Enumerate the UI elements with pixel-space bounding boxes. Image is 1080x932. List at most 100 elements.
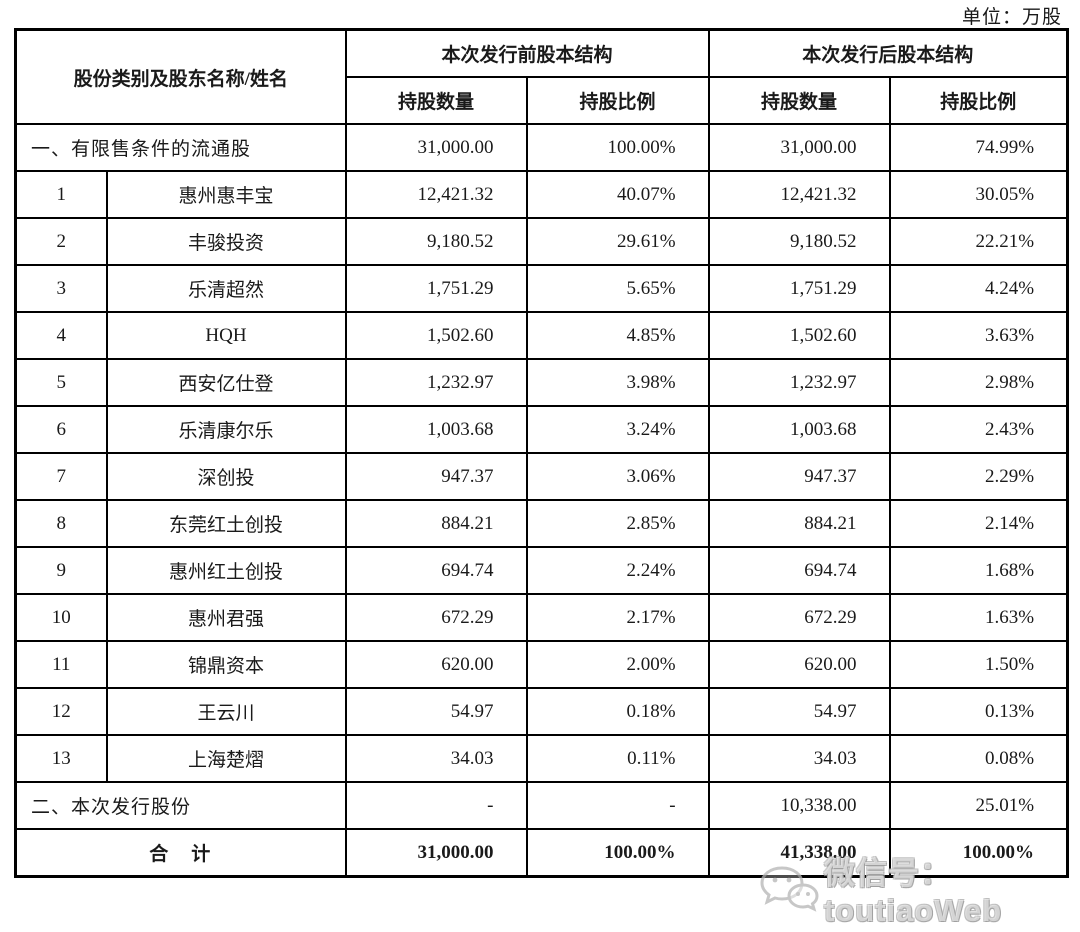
after-quantity-cell: 10,338.00: [707, 781, 891, 830]
total-row: 合 计 31,000.00 100.00% 41,338.00 100.00%: [14, 828, 1069, 878]
shareholder-row: 5 西安亿仕登 1,232.97 3.98% 1,232.97 2.98%: [14, 358, 1069, 407]
after-ratio-cell: 2.43%: [888, 405, 1069, 454]
shareholder-row: 12 王云川 54.97 0.18% 54.97 0.13%: [14, 687, 1069, 736]
before-ratio-cell: 0.18%: [525, 687, 710, 736]
header-before-quantity: 持股数量: [344, 76, 528, 125]
shareholder-name: 深创投: [105, 452, 347, 501]
section-label: 一、有限售条件的流通股: [14, 123, 347, 172]
after-quantity-cell: 54.97: [707, 687, 891, 736]
before-quantity-cell: 1,232.97: [344, 358, 528, 407]
after-quantity-cell: 12,421.32: [707, 170, 891, 219]
before-ratio-cell: 3.06%: [525, 452, 710, 501]
after-quantity-cell: 947.37: [707, 452, 891, 501]
after-ratio-cell: 4.24%: [888, 264, 1069, 313]
shareholder-index: 9: [14, 546, 108, 595]
after-ratio-cell: 2.98%: [888, 358, 1069, 407]
before-quantity-cell: 34.03: [344, 734, 528, 783]
after-ratio-cell: 1.68%: [888, 546, 1069, 595]
shareholder-name: 惠州红土创投: [105, 546, 347, 595]
before-quantity-cell: 12,421.32: [344, 170, 528, 219]
shareholder-name: 惠州惠丰宝: [105, 170, 347, 219]
after-ratio-cell: 0.13%: [888, 687, 1069, 736]
after-ratio-cell: 0.08%: [888, 734, 1069, 783]
shareholder-index: 13: [14, 734, 108, 783]
after-ratio-cell: 30.05%: [888, 170, 1069, 219]
shareholder-row: 2 丰骏投资 9,180.52 29.61% 9,180.52 22.21%: [14, 217, 1069, 266]
shareholder-row: 10 惠州君强 672.29 2.17% 672.29 1.63%: [14, 593, 1069, 642]
after-ratio-cell: 3.63%: [888, 311, 1069, 360]
after-quantity-cell: 1,502.60: [707, 311, 891, 360]
shareholder-rows: 1 惠州惠丰宝 12,421.32 40.07% 12,421.32 30.05…: [14, 170, 1069, 783]
shareholder-name: 乐清康尔乐: [105, 405, 347, 454]
shareholder-index: 1: [14, 170, 108, 219]
before-quantity-cell: 694.74: [344, 546, 528, 595]
header-before-group: 本次发行前股本结构: [344, 28, 710, 78]
shareholder-name: 东莞红土创投: [105, 499, 347, 548]
table-header: 股份类别及股东名称/姓名 本次发行前股本结构 本次发行后股本结构 持股数量 持股…: [14, 28, 1069, 125]
after-ratio-cell: 1.63%: [888, 593, 1069, 642]
shareholder-name: 惠州君强: [105, 593, 347, 642]
before-ratio-cell: 3.24%: [525, 405, 710, 454]
before-ratio-cell: 2.85%: [525, 499, 710, 548]
total-label: 合 计: [14, 828, 347, 878]
share-structure-table: 股份类别及股东名称/姓名 本次发行前股本结构 本次发行后股本结构 持股数量 持股…: [14, 28, 1070, 878]
shareholder-name: 上海楚熠: [105, 734, 347, 783]
shareholder-name: 锦鼎资本: [105, 640, 347, 689]
after-ratio-cell: 2.29%: [888, 452, 1069, 501]
shareholder-row: 6 乐清康尔乐 1,003.68 3.24% 1,003.68 2.43%: [14, 405, 1069, 454]
before-quantity-cell: 54.97: [344, 687, 528, 736]
shareholder-row: 13 上海楚熠 34.03 0.11% 34.03 0.08%: [14, 734, 1069, 783]
after-quantity-cell: 9,180.52: [707, 217, 891, 266]
after-quantity-cell: 884.21: [707, 499, 891, 548]
section-row-restricted-shares: 一、有限售条件的流通股 31,000.00 100.00% 31,000.00 …: [14, 123, 1069, 172]
total-before-ratio-cell: 100.00%: [525, 828, 710, 878]
shareholder-index: 12: [14, 687, 108, 736]
shareholder-row: 11 锦鼎资本 620.00 2.00% 620.00 1.50%: [14, 640, 1069, 689]
shareholder-row: 4 HQH 1,502.60 4.85% 1,502.60 3.63%: [14, 311, 1069, 360]
after-quantity-cell: 620.00: [707, 640, 891, 689]
after-ratio-cell: 1.50%: [888, 640, 1069, 689]
header-after-quantity: 持股数量: [707, 76, 891, 125]
after-quantity-cell: 1,751.29: [707, 264, 891, 313]
before-ratio-cell: 2.17%: [525, 593, 710, 642]
unit-label: 单位：万股: [961, 7, 1062, 28]
before-ratio-cell: 40.07%: [525, 170, 710, 219]
shareholder-name: HQH: [105, 311, 347, 360]
before-ratio-cell: 4.85%: [525, 311, 710, 360]
header-row-columns: 持股数量 持股比例 持股数量 持股比例: [16, 76, 1069, 125]
before-quantity-cell: 1,003.68: [344, 405, 528, 454]
before-quantity-cell: 620.00: [344, 640, 528, 689]
after-quantity-cell: 672.29: [707, 593, 891, 642]
after-ratio-cell: 2.14%: [888, 499, 1069, 548]
shareholder-index: 2: [14, 217, 108, 266]
shareholder-index: 5: [14, 358, 108, 407]
before-ratio-cell: 29.61%: [525, 217, 710, 266]
total-before-quantity-cell: 31,000.00: [344, 828, 528, 878]
shareholder-name: 丰骏投资: [105, 217, 347, 266]
shareholder-row: 7 深创投 947.37 3.06% 947.37 2.29%: [14, 452, 1069, 501]
shareholder-row: 1 惠州惠丰宝 12,421.32 40.07% 12,421.32 30.05…: [14, 170, 1069, 219]
shareholder-index: 3: [14, 264, 108, 313]
shareholder-index: 4: [14, 311, 108, 360]
after-ratio-cell: 22.21%: [888, 217, 1069, 266]
shareholder-index: 6: [14, 405, 108, 454]
total-after-ratio-cell: 100.00%: [888, 828, 1069, 878]
header-before-ratio: 持股比例: [525, 76, 710, 125]
header-row-groups: 股份类别及股东名称/姓名 本次发行前股本结构 本次发行后股本结构: [14, 28, 1069, 125]
shareholder-name: 王云川: [105, 687, 347, 736]
shareholder-row: 3 乐清超然 1,751.29 5.65% 1,751.29 4.24%: [14, 264, 1069, 313]
before-ratio-cell: 2.24%: [525, 546, 710, 595]
before-ratio-cell: 100.00%: [525, 123, 710, 172]
header-after-ratio: 持股比例: [888, 76, 1069, 125]
after-ratio-cell: 25.01%: [888, 781, 1069, 830]
shareholder-index: 8: [14, 499, 108, 548]
shareholder-name: 乐清超然: [105, 264, 347, 313]
before-quantity-cell: 9,180.52: [344, 217, 528, 266]
shareholder-index: 10: [14, 593, 108, 642]
before-quantity-cell: 884.21: [344, 499, 528, 548]
before-quantity-cell: 1,502.60: [344, 311, 528, 360]
shareholder-row: 9 惠州红土创投 694.74 2.24% 694.74 1.68%: [14, 546, 1069, 595]
after-quantity-cell: 1,003.68: [707, 405, 891, 454]
before-quantity-cell: 947.37: [344, 452, 528, 501]
